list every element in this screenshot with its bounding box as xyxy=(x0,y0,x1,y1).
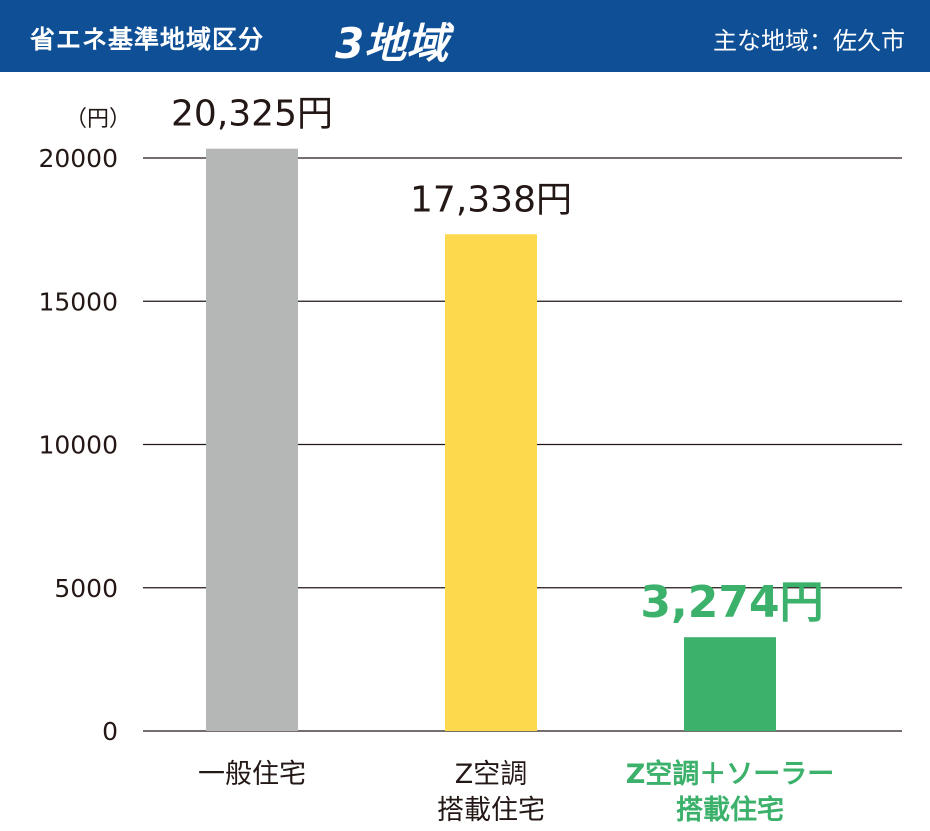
bar-value-label: 17,338円 xyxy=(410,179,572,220)
y-unit-label: （円） xyxy=(65,107,131,132)
bar-value-label: 3,274円 xyxy=(640,577,823,628)
header-zone: 3地域 xyxy=(335,19,449,68)
category-label: 搭載住宅 xyxy=(676,794,784,826)
bar-layer xyxy=(206,148,776,732)
y-tick-label: 15000 xyxy=(38,287,118,316)
category-label: 一般住宅 xyxy=(198,759,306,790)
category-label: 搭載住宅 xyxy=(437,795,545,826)
bar xyxy=(684,637,776,731)
y-tick-label: 5000 xyxy=(54,574,118,603)
y-tick-label: 10000 xyxy=(38,431,118,460)
header-region: 主な地域：佐久市 xyxy=(713,27,905,55)
bar-value-label: 20,325円 xyxy=(171,94,333,135)
chart-header: 省エネ基準地域区分 3地域 主な地域：佐久市 xyxy=(0,0,930,72)
bar xyxy=(206,148,298,732)
header-title: 省エネ基準地域区分 xyxy=(30,25,265,54)
y-tick-label: 0 xyxy=(102,717,118,746)
bar xyxy=(445,234,537,731)
y-tick-label: 20000 xyxy=(38,144,118,173)
category-label: Z空調 xyxy=(455,759,528,790)
category-label: Z空調＋ソーラー xyxy=(626,758,835,790)
